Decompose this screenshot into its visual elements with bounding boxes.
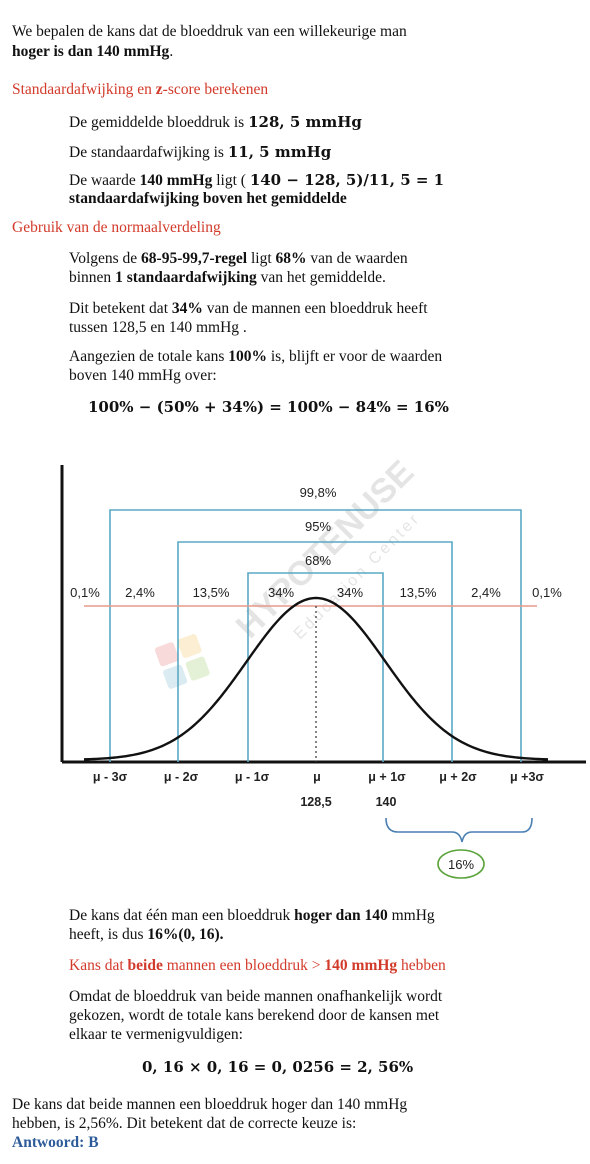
independence-line-1: Omdat de bloeddruk van beide mannen onaf…: [69, 987, 442, 1007]
region-label: 2,4%: [125, 585, 155, 600]
share-line-2: tussen 128,5 en 140 mmHg .: [69, 318, 247, 338]
region-label: 34%: [268, 585, 294, 600]
share-line-1: Dit betekent dat 34% van de mannen een b…: [69, 299, 428, 319]
span-label-99-8: 99,8%: [300, 485, 337, 500]
conclusion-line-2: hebben, is 2,56%. Dit betekent dat de co…: [12, 1114, 356, 1134]
brace-label: 16%: [448, 857, 474, 872]
independence-line-2: gekozen, wordt de totale kans berekend d…: [69, 1006, 439, 1026]
tick-label: μ: [313, 770, 321, 784]
rule-line-1: Volgens de 68-95-99,7-regel ligt 68% van…: [69, 249, 408, 269]
tick-label: μ +3σ: [510, 770, 544, 784]
single-prob-line-1: De kans dat één man een bloeddruk hoger …: [69, 906, 435, 926]
region-label: 34%: [337, 585, 363, 600]
z-line-2: standaardafwijking boven het gemiddelde: [69, 189, 347, 209]
product-equation: 0, 16 × 0, 16 = 0, 0256 = 2, 56%: [142, 1057, 413, 1077]
tick-label: μ - 1σ: [235, 770, 270, 784]
span-label-68: 68%: [305, 553, 331, 568]
single-prob-line-2: heeft, is dus 16%(0, 16).: [69, 925, 224, 945]
region-label: 2,4%: [471, 585, 501, 600]
upper-tail-brace: [386, 818, 532, 842]
total-line-2: boven 140 mmHg over:: [69, 366, 217, 386]
section-title-both: Kans dat beide mannen een bloeddruk > 14…: [69, 956, 446, 976]
region-label: 13,5%: [193, 585, 230, 600]
watermark-logo-icon: [154, 633, 210, 689]
remainder-equation: 100% − (50% + 34%) = 100% − 84% = 16%: [88, 397, 449, 417]
region-label: 0,1%: [70, 585, 100, 600]
span-label-95: 95%: [305, 519, 331, 534]
total-line-1: Aangezien de totale kans 100% is, blijft…: [69, 347, 442, 367]
region-label: 13,5%: [400, 585, 437, 600]
conclusion-line-1: De kans dat beide mannen een bloeddruk h…: [12, 1095, 407, 1115]
tick-label: μ - 2σ: [164, 770, 199, 784]
mean-line: De gemiddelde bloeddruk is 128, 5 mmHg: [69, 112, 362, 133]
section-title-zscore: Standaardafwijking en z-score berekenen: [12, 80, 268, 100]
answer-label: Antwoord: B: [12, 1133, 99, 1153]
plus1-value-label: 140: [376, 795, 397, 809]
sd-line: De standaardafwijking is 11, 5 mmHg: [69, 142, 331, 163]
intro-line-1: We bepalen de kans dat de bloeddruk van …: [12, 22, 407, 42]
tick-label: μ + 1σ: [368, 770, 406, 784]
section-title-normal: Gebruik van de normaalverdeling: [12, 218, 221, 238]
mu-value-label: 128,5: [300, 795, 331, 809]
intro-line-2: hoger is dan 140 mmHg.: [12, 42, 173, 62]
rule-line-2: binnen 1 standaardafwijking van het gemi…: [69, 268, 386, 288]
tick-label: μ + 2σ: [439, 770, 477, 784]
tick-label: μ - 3σ: [93, 770, 128, 784]
normal-distribution-diagram: HYPOTENUSE Education Center 99,8% 95% 68…: [0, 440, 590, 890]
independence-line-3: elkaar te vermenigvuldigen:: [69, 1025, 243, 1045]
region-label: 0,1%: [532, 585, 562, 600]
intro-period: .: [169, 43, 173, 60]
intro-emphasis: hoger is dan 140 mmHg: [12, 43, 169, 60]
z-line-1: De waarde 140 mmHg ligt ( 140 − 128, 5)/…: [69, 170, 444, 191]
